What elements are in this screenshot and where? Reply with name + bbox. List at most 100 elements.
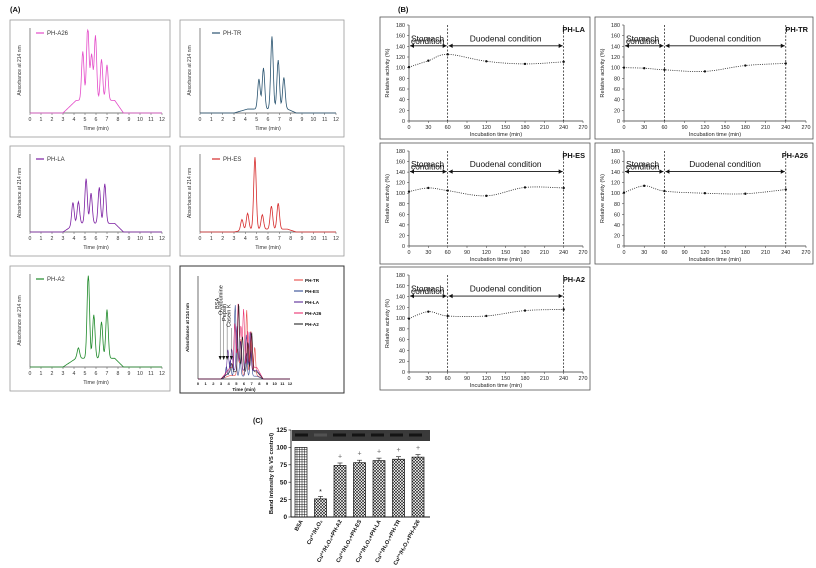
arrow-right-icon	[442, 293, 447, 299]
x-tick-label: 3	[62, 236, 65, 242]
x-axis-label: Time (min)	[255, 245, 281, 251]
x-tick-label: 12	[159, 236, 165, 242]
x-tick-label: 7	[278, 117, 281, 123]
data-point	[446, 53, 449, 56]
arrow-left-icon	[448, 293, 453, 299]
arrow-left-icon	[625, 43, 629, 48]
stomach-label: condition	[411, 162, 445, 172]
x-axis-label: Incubation time (min)	[470, 257, 522, 263]
x-tick-label: 270	[579, 250, 588, 256]
x-tick-label: 60	[445, 125, 451, 131]
data-point	[523, 62, 527, 66]
duodenal-label: Duodenal condition	[470, 33, 542, 43]
gel-band	[314, 433, 327, 437]
data-point	[784, 188, 787, 191]
stomach-label: Stomach	[626, 159, 659, 169]
y-tick-label: 20	[614, 233, 620, 239]
marker-arrow-icon	[225, 356, 229, 360]
data-point	[485, 314, 488, 318]
y-tick-label: 100	[396, 316, 405, 322]
chart-title: PH-A26	[782, 151, 808, 160]
legend-label: PH-ES	[223, 157, 241, 163]
y-axis-label: Absorbance at 214 nm	[17, 45, 23, 95]
x-tick-label: 240	[781, 250, 790, 256]
x-tick-label: 7	[106, 236, 109, 242]
y-tick-label: 160	[396, 34, 405, 40]
marker-label: Casein K	[226, 304, 232, 327]
data-point	[663, 68, 666, 72]
legend-label: PH-LA	[305, 300, 320, 305]
bar	[392, 458, 405, 518]
data-point	[703, 192, 707, 195]
chart-title: PH-TR	[785, 25, 808, 34]
x-tick-label: 0	[29, 117, 32, 123]
arrow-right-icon	[558, 43, 563, 48]
data-point	[485, 194, 488, 198]
x-tick-label: 0	[408, 376, 411, 382]
bar-label: BSA	[294, 519, 305, 532]
x-tick-label: 210	[761, 125, 770, 131]
y-tick-label: 20	[399, 108, 405, 114]
y-tick-label: 80	[399, 202, 405, 208]
x-tick-label: 1	[210, 236, 213, 242]
arrow-right-icon	[442, 169, 447, 174]
chromatogram-frame	[179, 145, 345, 257]
x-axis-label: Time (min)	[83, 380, 109, 386]
x-tick-label: 5	[255, 117, 258, 123]
arrow-right-icon	[780, 43, 785, 48]
y-axis-label: Relative activity (%)	[385, 48, 391, 97]
x-tick-label: 120	[482, 250, 491, 256]
section-label-a: (A)	[10, 5, 21, 14]
x-tick-label: 0	[623, 250, 626, 256]
activity-curve	[408, 53, 564, 68]
x-tick-label: 240	[559, 125, 568, 131]
arrow-right-icon	[780, 169, 785, 174]
x-tick-label: 5	[84, 371, 87, 377]
x-tick-label: 60	[661, 250, 667, 256]
x-tick-label: 180	[741, 250, 750, 256]
x-tick-label: 150	[501, 125, 510, 131]
data-point	[446, 189, 449, 192]
x-tick-label: 3	[62, 117, 65, 123]
significance-mark: *	[319, 489, 322, 496]
x-tick-label: 8	[289, 117, 292, 123]
legend-label: PH-LA	[47, 157, 65, 163]
data-point	[622, 66, 626, 69]
marker-label: Ovalbumine	[219, 285, 225, 315]
x-tick-label: 12	[159, 117, 165, 123]
activity-curve	[408, 309, 564, 320]
x-tick-label: 30	[641, 250, 647, 256]
x-tick-label: 120	[482, 376, 491, 382]
gel-band	[333, 433, 346, 437]
y-tick-label: 0	[402, 244, 405, 250]
chromatogram-trace	[30, 275, 162, 368]
x-tick-label: 120	[700, 250, 709, 256]
x-tick-label: 2	[221, 117, 224, 123]
x-tick-label: 10	[310, 117, 316, 123]
significance-mark: +	[377, 449, 381, 456]
activity-frame	[594, 16, 814, 140]
activity-frame	[594, 142, 814, 265]
x-tick-label: 10	[137, 236, 143, 242]
legend-label: PH-A26	[305, 311, 322, 316]
y-tick-label: 20	[399, 233, 405, 239]
arrow-right-icon	[659, 43, 664, 48]
section-label-c: (C)	[253, 418, 263, 425]
arrow-right-icon	[558, 169, 563, 174]
legend-label: PH-TR	[305, 278, 320, 283]
x-tick-label: 12	[333, 117, 339, 123]
chromatogram-trace	[30, 178, 162, 233]
y-axis-label: Relative activity (%)	[385, 174, 391, 223]
activity-chart-ph-a2: 0 20 40 60 80 100 120 140 160 180 0 30 60 90 120 150 180…	[379, 266, 591, 391]
x-tick-label: 5	[235, 381, 238, 386]
arrow-left-icon	[625, 169, 629, 174]
arrow-left-icon	[410, 43, 414, 48]
x-tick-label: 1	[40, 236, 43, 242]
chromatogram-frame	[179, 19, 345, 138]
x-tick-label: 6	[95, 117, 98, 123]
x-tick-label: 7	[106, 371, 109, 377]
duodenal-label: Duodenal condition	[689, 159, 761, 169]
x-tick-label: 4	[228, 381, 231, 386]
bar	[314, 498, 327, 518]
